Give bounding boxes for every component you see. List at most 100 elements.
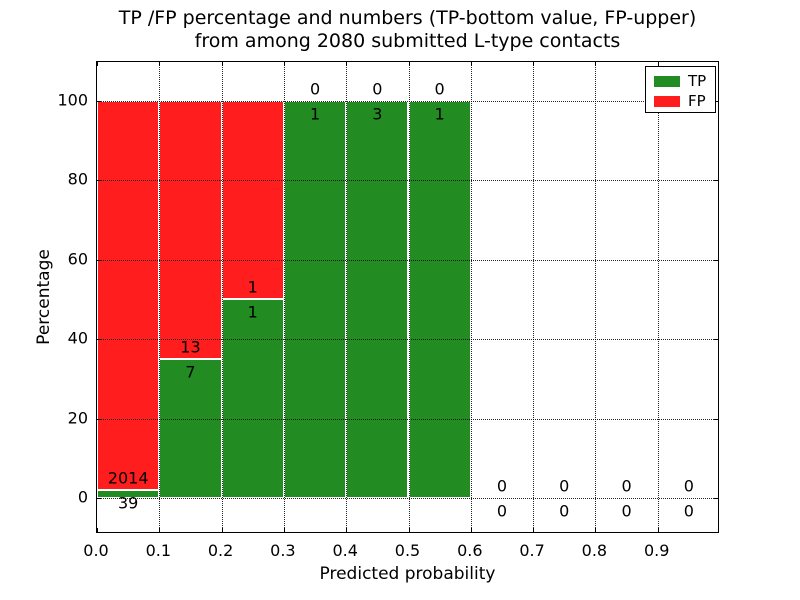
fp-count-label: 2014 bbox=[107, 468, 149, 488]
fp-count-label: 0 bbox=[559, 476, 570, 496]
y-tick-mark bbox=[97, 498, 101, 499]
x-tick-label: 0.6 bbox=[457, 541, 483, 560]
fp-count-label: 0 bbox=[496, 476, 508, 496]
x-tick-label: 0.3 bbox=[270, 541, 296, 560]
gridline-y bbox=[97, 339, 718, 341]
plot-area: 2014 39 13 7 1 1 0 1 0 3 0 1 0 0 0 0 0 0 0 0 bbox=[96, 61, 719, 533]
x-tick-label: 0.5 bbox=[394, 541, 421, 560]
bar-segment-tp bbox=[346, 100, 409, 498]
tp-count-label: 3 bbox=[372, 104, 383, 124]
bar-segment-tp bbox=[408, 100, 471, 498]
x-tick-mark bbox=[533, 528, 535, 532]
y-tick-mark bbox=[97, 100, 101, 102]
chart-title: TP /FP percentage and numbers (TP-bottom… bbox=[96, 7, 719, 53]
x-tick-label: 0.7 bbox=[519, 541, 545, 560]
y-tick-mark bbox=[714, 418, 718, 420]
tp-count-label: 39 bbox=[117, 493, 139, 513]
bar-segment-fp bbox=[221, 100, 284, 300]
x-tick-mark bbox=[533, 62, 535, 66]
tp-count-label: 0 bbox=[496, 501, 508, 521]
gridline-y bbox=[97, 180, 718, 182]
y-tick-label: 20 bbox=[67, 408, 88, 428]
chart-title-line2: from among 2080 submitted L-type contact… bbox=[194, 30, 621, 52]
tp-count-label: 1 bbox=[309, 104, 321, 124]
fp-count-label: 0 bbox=[621, 476, 632, 496]
y-tick-mark bbox=[97, 418, 101, 420]
tp-count-label: 1 bbox=[434, 104, 445, 124]
x-tick-mark bbox=[657, 62, 659, 66]
y-tick-label: 60 bbox=[67, 249, 88, 269]
gridline-x bbox=[408, 62, 410, 532]
gridline-x bbox=[657, 62, 659, 532]
x-tick-label: 0.2 bbox=[207, 541, 234, 560]
x-tick-label: 0.1 bbox=[145, 541, 172, 560]
y-tick-mark bbox=[714, 498, 718, 499]
tp-count-label: 0 bbox=[683, 501, 694, 521]
gridline-y bbox=[97, 259, 718, 261]
legend-item-tp: TP bbox=[646, 72, 715, 91]
fp-color-swatch bbox=[654, 96, 680, 107]
y-tick-mark bbox=[714, 100, 718, 102]
gridline-y bbox=[97, 100, 718, 102]
y-tick-mark bbox=[714, 339, 718, 341]
gridline-y bbox=[97, 418, 718, 420]
tp-count-label: 0 bbox=[559, 501, 570, 521]
legend: TP FP bbox=[645, 66, 716, 113]
y-tick-label: 0 bbox=[77, 487, 88, 507]
x-tick-mark bbox=[346, 62, 348, 66]
bar-segment-fp bbox=[97, 100, 160, 491]
gridline-x bbox=[346, 62, 348, 532]
x-axis-label: Predicted probability bbox=[319, 564, 496, 584]
x-tick-mark bbox=[408, 62, 410, 66]
legend-item-fp: FP bbox=[646, 92, 715, 111]
x-tick-label: 0.9 bbox=[643, 541, 670, 560]
bar-segment-tp bbox=[97, 490, 160, 498]
gridline-x bbox=[595, 62, 597, 532]
tp-count-label: 7 bbox=[185, 362, 196, 382]
legend-label-tp: TP bbox=[688, 72, 707, 90]
x-tick-mark bbox=[97, 528, 98, 532]
fp-count-label: 0 bbox=[434, 79, 445, 99]
x-tick-mark bbox=[221, 528, 223, 532]
fp-count-label: 0 bbox=[372, 79, 383, 99]
x-tick-mark bbox=[408, 528, 410, 532]
y-tick-label: 100 bbox=[57, 90, 88, 110]
x-tick-mark bbox=[470, 62, 472, 66]
bar-segment-tp bbox=[221, 299, 284, 498]
x-tick-mark bbox=[221, 62, 223, 66]
y-tick-mark bbox=[97, 259, 101, 261]
y-tick-mark bbox=[714, 259, 718, 261]
tp-count-label: 1 bbox=[247, 302, 258, 322]
fp-count-label: 0 bbox=[683, 476, 694, 496]
y-tick-label: 80 bbox=[67, 169, 88, 189]
gridline-x bbox=[159, 62, 161, 532]
bar-segment-tp bbox=[283, 100, 347, 498]
y-tick-label: 40 bbox=[67, 328, 88, 348]
legend-label-fp: FP bbox=[688, 92, 706, 110]
x-tick-mark bbox=[657, 528, 659, 532]
gridline-x bbox=[533, 62, 535, 532]
gridline-x bbox=[221, 62, 223, 532]
gridline-x bbox=[283, 62, 285, 532]
x-tick-mark bbox=[283, 528, 285, 532]
x-tick-mark bbox=[159, 62, 161, 66]
y-tick-mark bbox=[97, 339, 101, 341]
x-tick-mark bbox=[595, 62, 597, 66]
y-tick-mark bbox=[714, 180, 718, 182]
x-tick-mark bbox=[283, 62, 285, 66]
fp-count-label: 1 bbox=[247, 277, 258, 297]
tp-color-swatch bbox=[654, 76, 680, 87]
x-tick-mark bbox=[595, 528, 597, 532]
x-tick-mark bbox=[97, 62, 98, 66]
x-tick-label: 0.0 bbox=[83, 541, 109, 560]
x-tick-label: 0.4 bbox=[332, 541, 358, 560]
x-tick-mark bbox=[470, 528, 472, 532]
fp-count-label: 0 bbox=[309, 79, 321, 99]
y-tick-mark bbox=[97, 180, 101, 182]
x-tick-mark bbox=[159, 528, 161, 532]
x-tick-mark bbox=[346, 528, 348, 532]
gridline-y bbox=[97, 498, 718, 499]
chart-title-line1: TP /FP percentage and numbers (TP-bottom… bbox=[118, 7, 697, 29]
bar-segment-tp bbox=[159, 358, 222, 498]
